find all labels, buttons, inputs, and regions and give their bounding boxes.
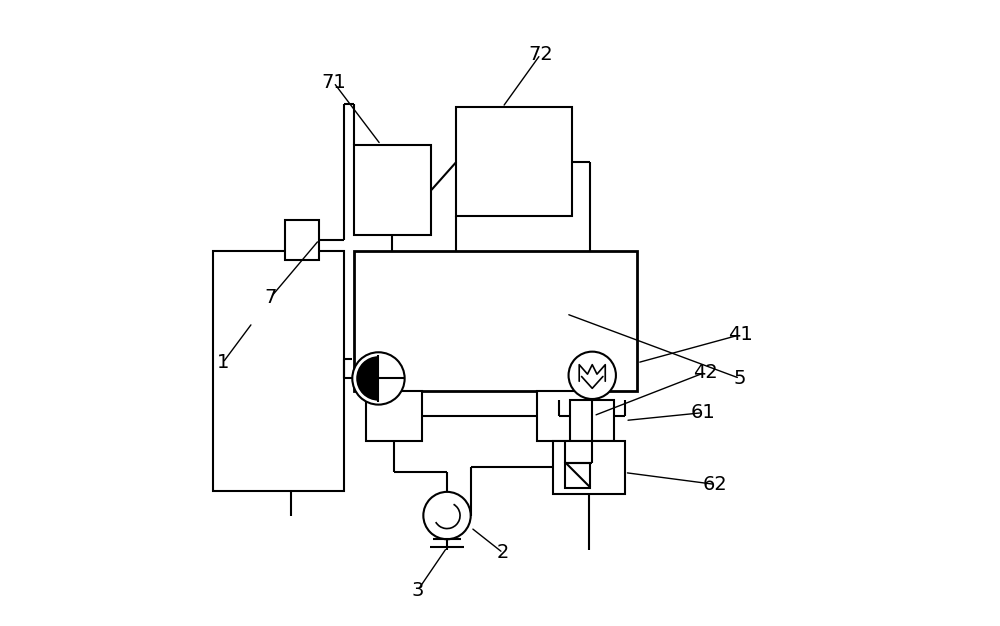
Text: 42: 42 [693, 362, 718, 382]
Bar [354, 371, 637, 391]
Text: 2: 2 [497, 543, 509, 562]
Bar [354, 145, 431, 235]
Text: 7: 7 [264, 288, 277, 307]
Bar [354, 270, 637, 290]
Bar [354, 331, 637, 351]
Bar [570, 400, 614, 441]
Wedge shape [356, 356, 378, 401]
Text: 72: 72 [528, 45, 553, 64]
Text: 71: 71 [321, 73, 346, 92]
Circle shape [423, 492, 471, 539]
Bar [537, 391, 593, 441]
Bar [565, 463, 590, 488]
Bar [354, 250, 637, 391]
Text: 1: 1 [216, 353, 229, 372]
Bar [553, 441, 625, 494]
Text: 5: 5 [734, 369, 746, 388]
Bar [213, 250, 344, 491]
Circle shape [352, 352, 405, 404]
Bar [366, 391, 422, 441]
Text: 62: 62 [703, 475, 727, 494]
Bar [354, 351, 637, 371]
Text: 61: 61 [690, 403, 715, 422]
Bar [354, 250, 637, 270]
Bar [354, 310, 637, 331]
Bar [354, 290, 637, 310]
Bar [285, 220, 319, 260]
Text: 3: 3 [412, 581, 424, 600]
Text: 41: 41 [728, 326, 752, 344]
Bar [456, 107, 572, 217]
Circle shape [569, 352, 616, 399]
